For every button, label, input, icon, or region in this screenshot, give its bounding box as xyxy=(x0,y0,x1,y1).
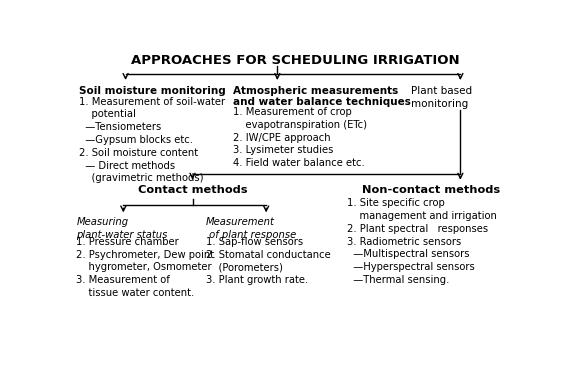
Text: Soil moisture monitoring: Soil moisture monitoring xyxy=(79,86,225,96)
Text: and water balance techniques: and water balance techniques xyxy=(233,97,411,107)
Text: Non-contact methods: Non-contact methods xyxy=(362,185,501,195)
Text: 1. Measurement of crop
    evapotranspiration (ETc)
2. IW/CPE approach
3. Lysime: 1. Measurement of crop evapotranspiratio… xyxy=(233,107,367,168)
Text: Measuring
plant-water status: Measuring plant-water status xyxy=(77,217,168,240)
Text: 1. Pressure chamber
2. Psychrometer, Dew point
    hygrometer, Osmometer
3. Meas: 1. Pressure chamber 2. Psychrometer, Dew… xyxy=(77,237,215,298)
Text: 1. Site specific crop
    management and irrigation
2. Plant spectral   response: 1. Site specific crop management and irr… xyxy=(347,198,497,285)
Text: Contact methods: Contact methods xyxy=(138,185,247,195)
Text: 1. Measurement of soil-water
    potential
  —Tensiometers
  —Gypsum blocks etc.: 1. Measurement of soil-water potential —… xyxy=(79,97,225,184)
Text: Atmospheric measurements: Atmospheric measurements xyxy=(233,86,398,96)
Text: APPROACHES FOR SCHEDULING IRRIGATION: APPROACHES FOR SCHEDULING IRRIGATION xyxy=(131,54,460,67)
Text: 1. Sap-flow sensors
2. Stomatal conductance
    (Porometers)
3. Plant growth rat: 1. Sap-flow sensors 2. Stomatal conducta… xyxy=(206,237,331,285)
Text: Measurement
 of plant response: Measurement of plant response xyxy=(206,217,296,240)
Text: Plant based
monitoring: Plant based monitoring xyxy=(411,86,472,108)
